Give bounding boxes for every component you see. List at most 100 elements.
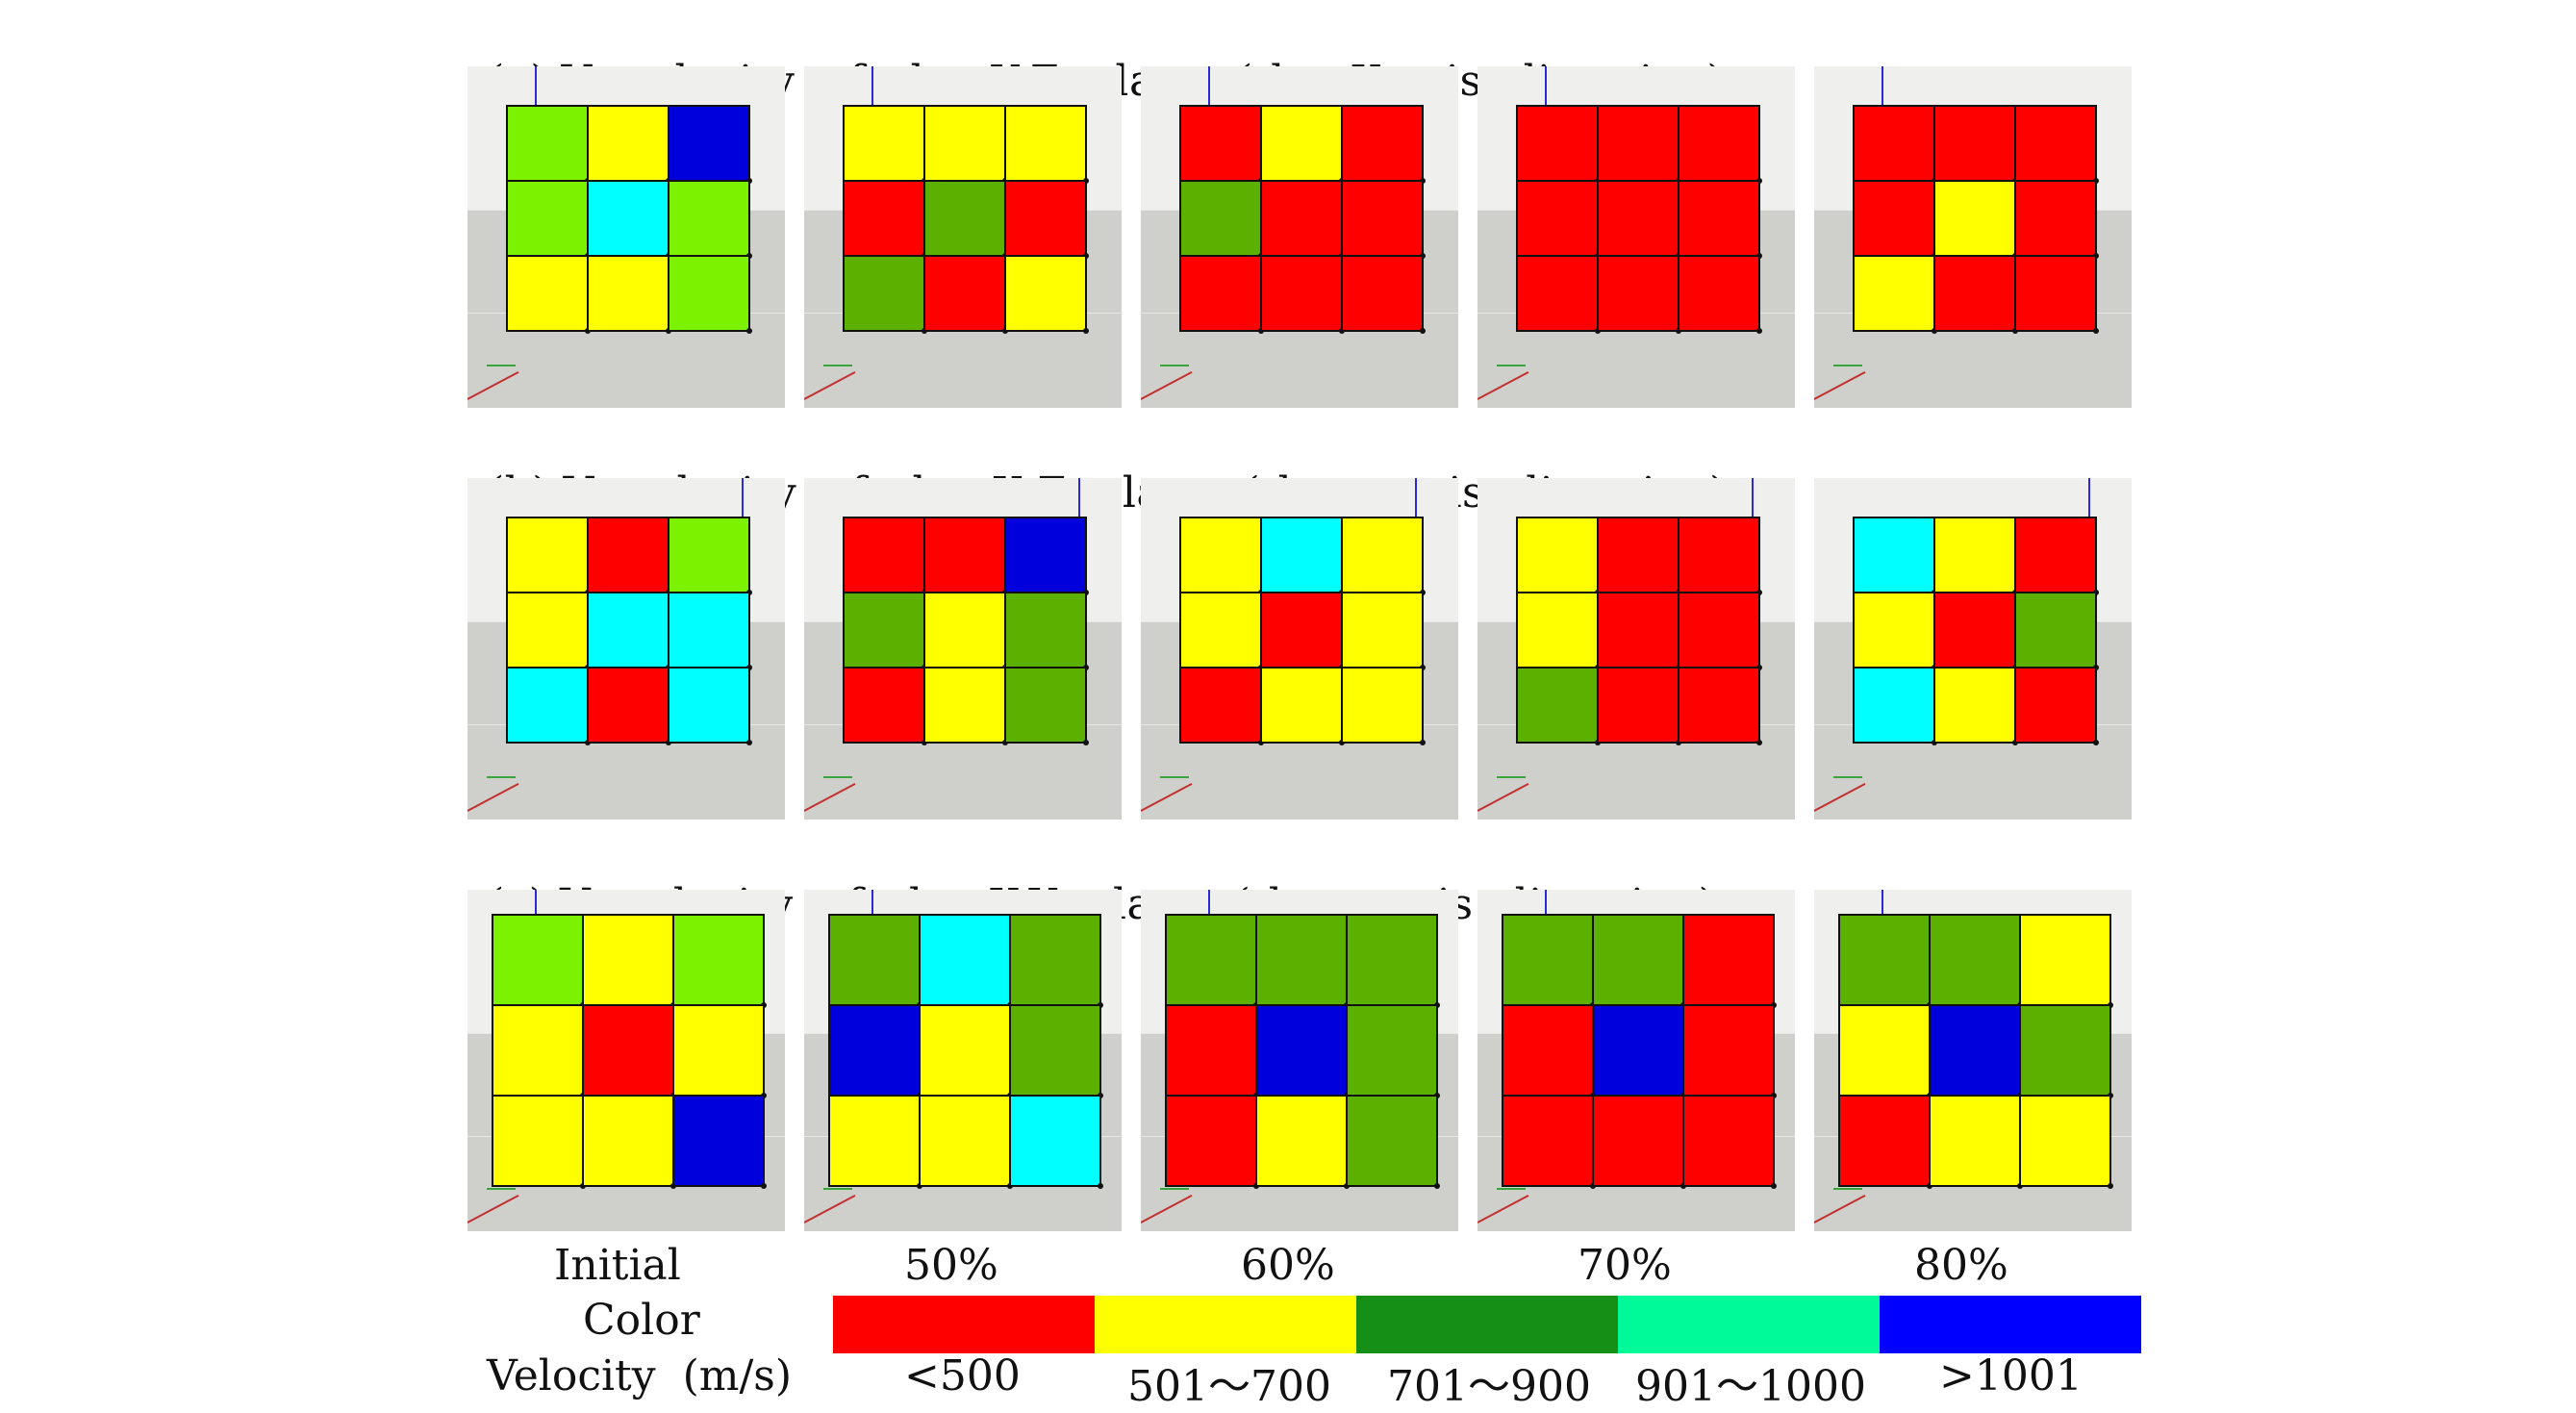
grid-cell <box>1257 1097 1350 1189</box>
grid-cell <box>921 916 1013 1008</box>
legend-percent-60: 60% <box>1241 1241 1335 1290</box>
grid-cell <box>1006 593 1089 670</box>
grid-cell <box>1935 593 2018 670</box>
green-axis-line <box>823 776 852 778</box>
panel-a-2 <box>804 66 1122 408</box>
legend-range-4: 901～1000 <box>1635 1362 1866 1411</box>
vertical-axis-line <box>535 66 537 105</box>
grid-cell <box>845 593 927 670</box>
grid-cell <box>1518 518 1601 595</box>
panel-b-1 <box>467 478 785 820</box>
red-axis-line <box>1141 370 1193 400</box>
red-axis-line <box>1477 782 1529 812</box>
red-axis-line <box>1141 782 1193 812</box>
vertical-axis-line <box>871 66 873 105</box>
green-axis-line <box>1497 1188 1526 1190</box>
grid-cell <box>1006 257 1089 334</box>
panel-c-4 <box>1477 890 1795 1231</box>
grid-cell <box>1518 593 1601 670</box>
grid-cell <box>1679 593 1762 670</box>
grid-cell <box>2016 669 2099 745</box>
grid-cell <box>508 107 591 184</box>
grid-cell <box>2021 1097 2113 1189</box>
grid-cell <box>508 669 591 745</box>
green-axis-line <box>487 1188 516 1190</box>
vertical-axis-line <box>2088 478 2090 517</box>
legend-percent-80: 80% <box>1914 1241 2008 1290</box>
grid-cell <box>1262 593 1345 670</box>
grid-cell <box>1599 182 1681 259</box>
velocity-grid <box>1838 914 2113 1189</box>
velocity-grid <box>1179 517 1426 745</box>
grid-cell <box>1181 257 1264 334</box>
grid-cell <box>845 669 927 745</box>
grid-cell <box>1679 107 1762 184</box>
grid-cell <box>669 107 752 184</box>
green-axis-line <box>487 776 516 778</box>
vertical-axis-line <box>1208 890 1210 928</box>
grid-cell <box>493 1006 586 1098</box>
velocity-grid <box>828 914 1103 1189</box>
legend-range-3: 701～900 <box>1387 1362 1591 1411</box>
grid-cell <box>1931 1006 2023 1098</box>
grid-cell <box>1855 593 1937 670</box>
legend-range-5: >1001 <box>1939 1351 2083 1400</box>
grid-cell <box>589 107 671 184</box>
grid-cell <box>1167 1006 1259 1098</box>
grid-cell <box>1855 518 1937 595</box>
grid-cell <box>845 107 927 184</box>
grid-cell <box>925 182 1008 259</box>
panel-b-5 <box>1814 478 2132 820</box>
grid-cell <box>1599 593 1681 670</box>
grid-cell <box>589 182 671 259</box>
green-axis-line <box>1497 365 1526 366</box>
panel-c-1 <box>467 890 785 1231</box>
grid-cell <box>921 1097 1013 1189</box>
legend-range-1: <500 <box>904 1351 1021 1400</box>
grid-cell <box>1935 669 2018 745</box>
velocity-grid <box>1165 914 1440 1189</box>
panel-c-5 <box>1814 890 2132 1231</box>
grid-cell <box>1006 182 1089 259</box>
grid-cell <box>921 1006 1013 1098</box>
grid-cell <box>1518 182 1601 259</box>
grid-cell <box>1679 257 1762 334</box>
grid-cell <box>1840 1006 1932 1098</box>
vertical-axis-line <box>1415 478 1417 517</box>
grid-cell <box>1684 1006 1777 1098</box>
grid-cell <box>830 916 922 1008</box>
green-axis-line <box>823 1188 852 1190</box>
legend-initial-label: Initial <box>554 1241 681 1290</box>
grid-cell <box>2016 593 2099 670</box>
grid-cell <box>1840 916 1932 1008</box>
grid-cell <box>1935 107 2018 184</box>
green-axis-line <box>1833 776 1862 778</box>
grid-cell <box>1684 916 1777 1008</box>
grid-cell <box>2016 182 2099 259</box>
legend-range-2: 501～700 <box>1127 1362 1331 1411</box>
grid-cell <box>669 593 752 670</box>
legend-swatch-1 <box>833 1296 1095 1353</box>
velocity-grid <box>843 517 1089 745</box>
grid-cell <box>508 182 591 259</box>
grid-cell <box>589 669 671 745</box>
grid-cell <box>1181 669 1264 745</box>
grid-cell <box>1343 593 1426 670</box>
grid-cell <box>1931 1097 2023 1189</box>
grid-cell <box>1006 669 1089 745</box>
grid-cell <box>669 669 752 745</box>
legend-swatch-5 <box>1880 1296 2141 1353</box>
grid-cell <box>845 518 927 595</box>
velocity-grid <box>506 517 752 745</box>
red-axis-line <box>467 1194 519 1224</box>
grid-cell <box>1006 518 1089 595</box>
grid-cell <box>584 916 676 1008</box>
grid-cell <box>1684 1097 1777 1189</box>
grid-cell <box>1599 518 1681 595</box>
grid-cell <box>1518 669 1601 745</box>
grid-cell <box>830 1097 922 1189</box>
grid-cell <box>1935 182 2018 259</box>
red-axis-line <box>1814 782 1866 812</box>
grid-cell <box>1011 1097 1103 1189</box>
grid-cell <box>925 669 1008 745</box>
